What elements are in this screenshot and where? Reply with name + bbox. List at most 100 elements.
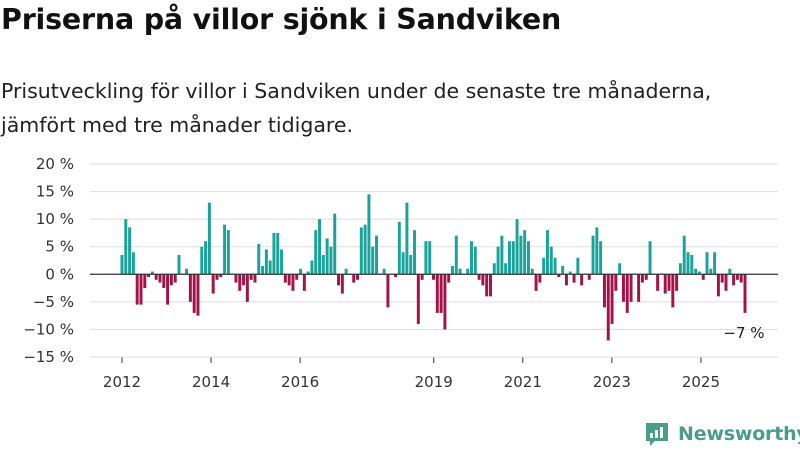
chart-bar	[276, 232, 280, 275]
chart-bar	[325, 238, 329, 275]
chart-bar	[143, 274, 147, 289]
chart-bar	[424, 241, 428, 275]
chart-bar	[538, 274, 542, 283]
chart-bar	[386, 274, 390, 308]
y-tick-label: 5 %	[45, 238, 74, 256]
chart-bar	[614, 274, 618, 291]
chart-bar	[280, 249, 284, 275]
chart-bar	[671, 274, 675, 308]
chart-bar	[166, 274, 170, 305]
chart-bar	[223, 224, 227, 275]
chart-bar	[637, 274, 641, 302]
chart-bar	[595, 227, 599, 275]
chart-bar	[318, 219, 322, 275]
chart-bar	[204, 241, 208, 275]
x-tick-label: 2016	[281, 373, 319, 391]
chart-bar	[413, 230, 416, 275]
chart-bar	[587, 274, 591, 280]
chart-bar	[519, 235, 523, 275]
chart-bar	[302, 274, 306, 291]
chart-bar	[234, 274, 238, 283]
chart-bar	[701, 274, 705, 280]
chart-bar	[694, 268, 698, 275]
chart-bar	[420, 274, 424, 280]
chart-bar	[682, 235, 686, 275]
chart-bar	[242, 274, 246, 286]
chart-bar	[215, 274, 219, 280]
chart-bar	[397, 221, 401, 275]
chart-bar	[211, 274, 215, 294]
chart-bar	[629, 274, 633, 302]
chart-bar	[504, 263, 508, 275]
chart-bar	[394, 274, 397, 278]
chart-bar	[188, 274, 192, 302]
chart-bar	[139, 274, 143, 305]
chart-bar	[507, 241, 511, 275]
chart-bar	[625, 274, 629, 313]
chart-bar	[716, 274, 720, 297]
chart-bar	[428, 241, 432, 275]
chart-bar	[356, 274, 360, 280]
chart-bar	[690, 254, 694, 275]
chart-bar	[735, 274, 739, 280]
x-tick-label: 2012	[103, 373, 141, 391]
chart-bar	[432, 274, 435, 280]
logo-wordmark: Newsworthy	[678, 423, 800, 445]
chart-bar	[602, 274, 606, 308]
chart-bar	[732, 274, 736, 286]
chart-bar	[375, 235, 378, 275]
chart-bar	[120, 254, 124, 275]
chart-bar	[128, 227, 132, 275]
y-tick-label: 0 %	[45, 265, 74, 283]
chart-bar	[724, 274, 728, 291]
chart-bar	[530, 268, 534, 275]
chart-bar	[219, 274, 223, 278]
chart-bar	[720, 274, 724, 283]
chart-bar	[409, 254, 413, 275]
chart-bar	[299, 268, 303, 275]
chart-bar	[268, 260, 272, 275]
chart-title: Priserna på villor sjönk i Sandviken	[1, 3, 562, 36]
chart-bar	[158, 274, 162, 283]
chart-bar	[606, 274, 610, 341]
chart-bar	[363, 224, 367, 275]
chart-bar	[458, 268, 462, 275]
chart-bar	[648, 241, 652, 275]
chart-bar	[337, 274, 341, 286]
x-tick-label: 2021	[504, 373, 542, 391]
chart-bar	[656, 274, 660, 291]
x-tick-label: 2023	[593, 373, 631, 391]
chart-bar	[261, 266, 265, 275]
chart-bar	[640, 274, 644, 283]
chart-bar	[283, 274, 287, 283]
chart-bar	[173, 274, 177, 283]
chart-bar	[226, 230, 230, 275]
y-tick-label: 10 %	[36, 210, 74, 228]
chart-bar	[557, 274, 561, 278]
chart-bar	[454, 235, 458, 275]
chart-bar	[568, 271, 572, 275]
chart-bar	[439, 274, 443, 313]
chart-bar	[344, 268, 348, 275]
chart-bar	[405, 202, 409, 275]
chart-bar	[709, 268, 713, 275]
chart-bar	[481, 274, 485, 286]
chart-bar	[697, 271, 701, 275]
chart-bar	[644, 274, 648, 280]
chart-bar	[333, 213, 337, 275]
chart-bar	[591, 235, 595, 275]
chart-bar	[713, 252, 717, 275]
chart-bar	[295, 274, 299, 280]
chart-bar	[564, 274, 568, 286]
chart-bar	[473, 246, 477, 275]
chart-bar	[618, 263, 622, 275]
chart-bar	[545, 230, 549, 275]
chart-bar	[321, 254, 325, 275]
chart-bar	[124, 219, 128, 275]
chart-bar	[257, 243, 261, 275]
chart-bar	[310, 260, 314, 275]
chart-bar	[447, 274, 451, 283]
y-tick-label: −15 %	[23, 348, 74, 366]
chart-bar	[200, 246, 204, 275]
